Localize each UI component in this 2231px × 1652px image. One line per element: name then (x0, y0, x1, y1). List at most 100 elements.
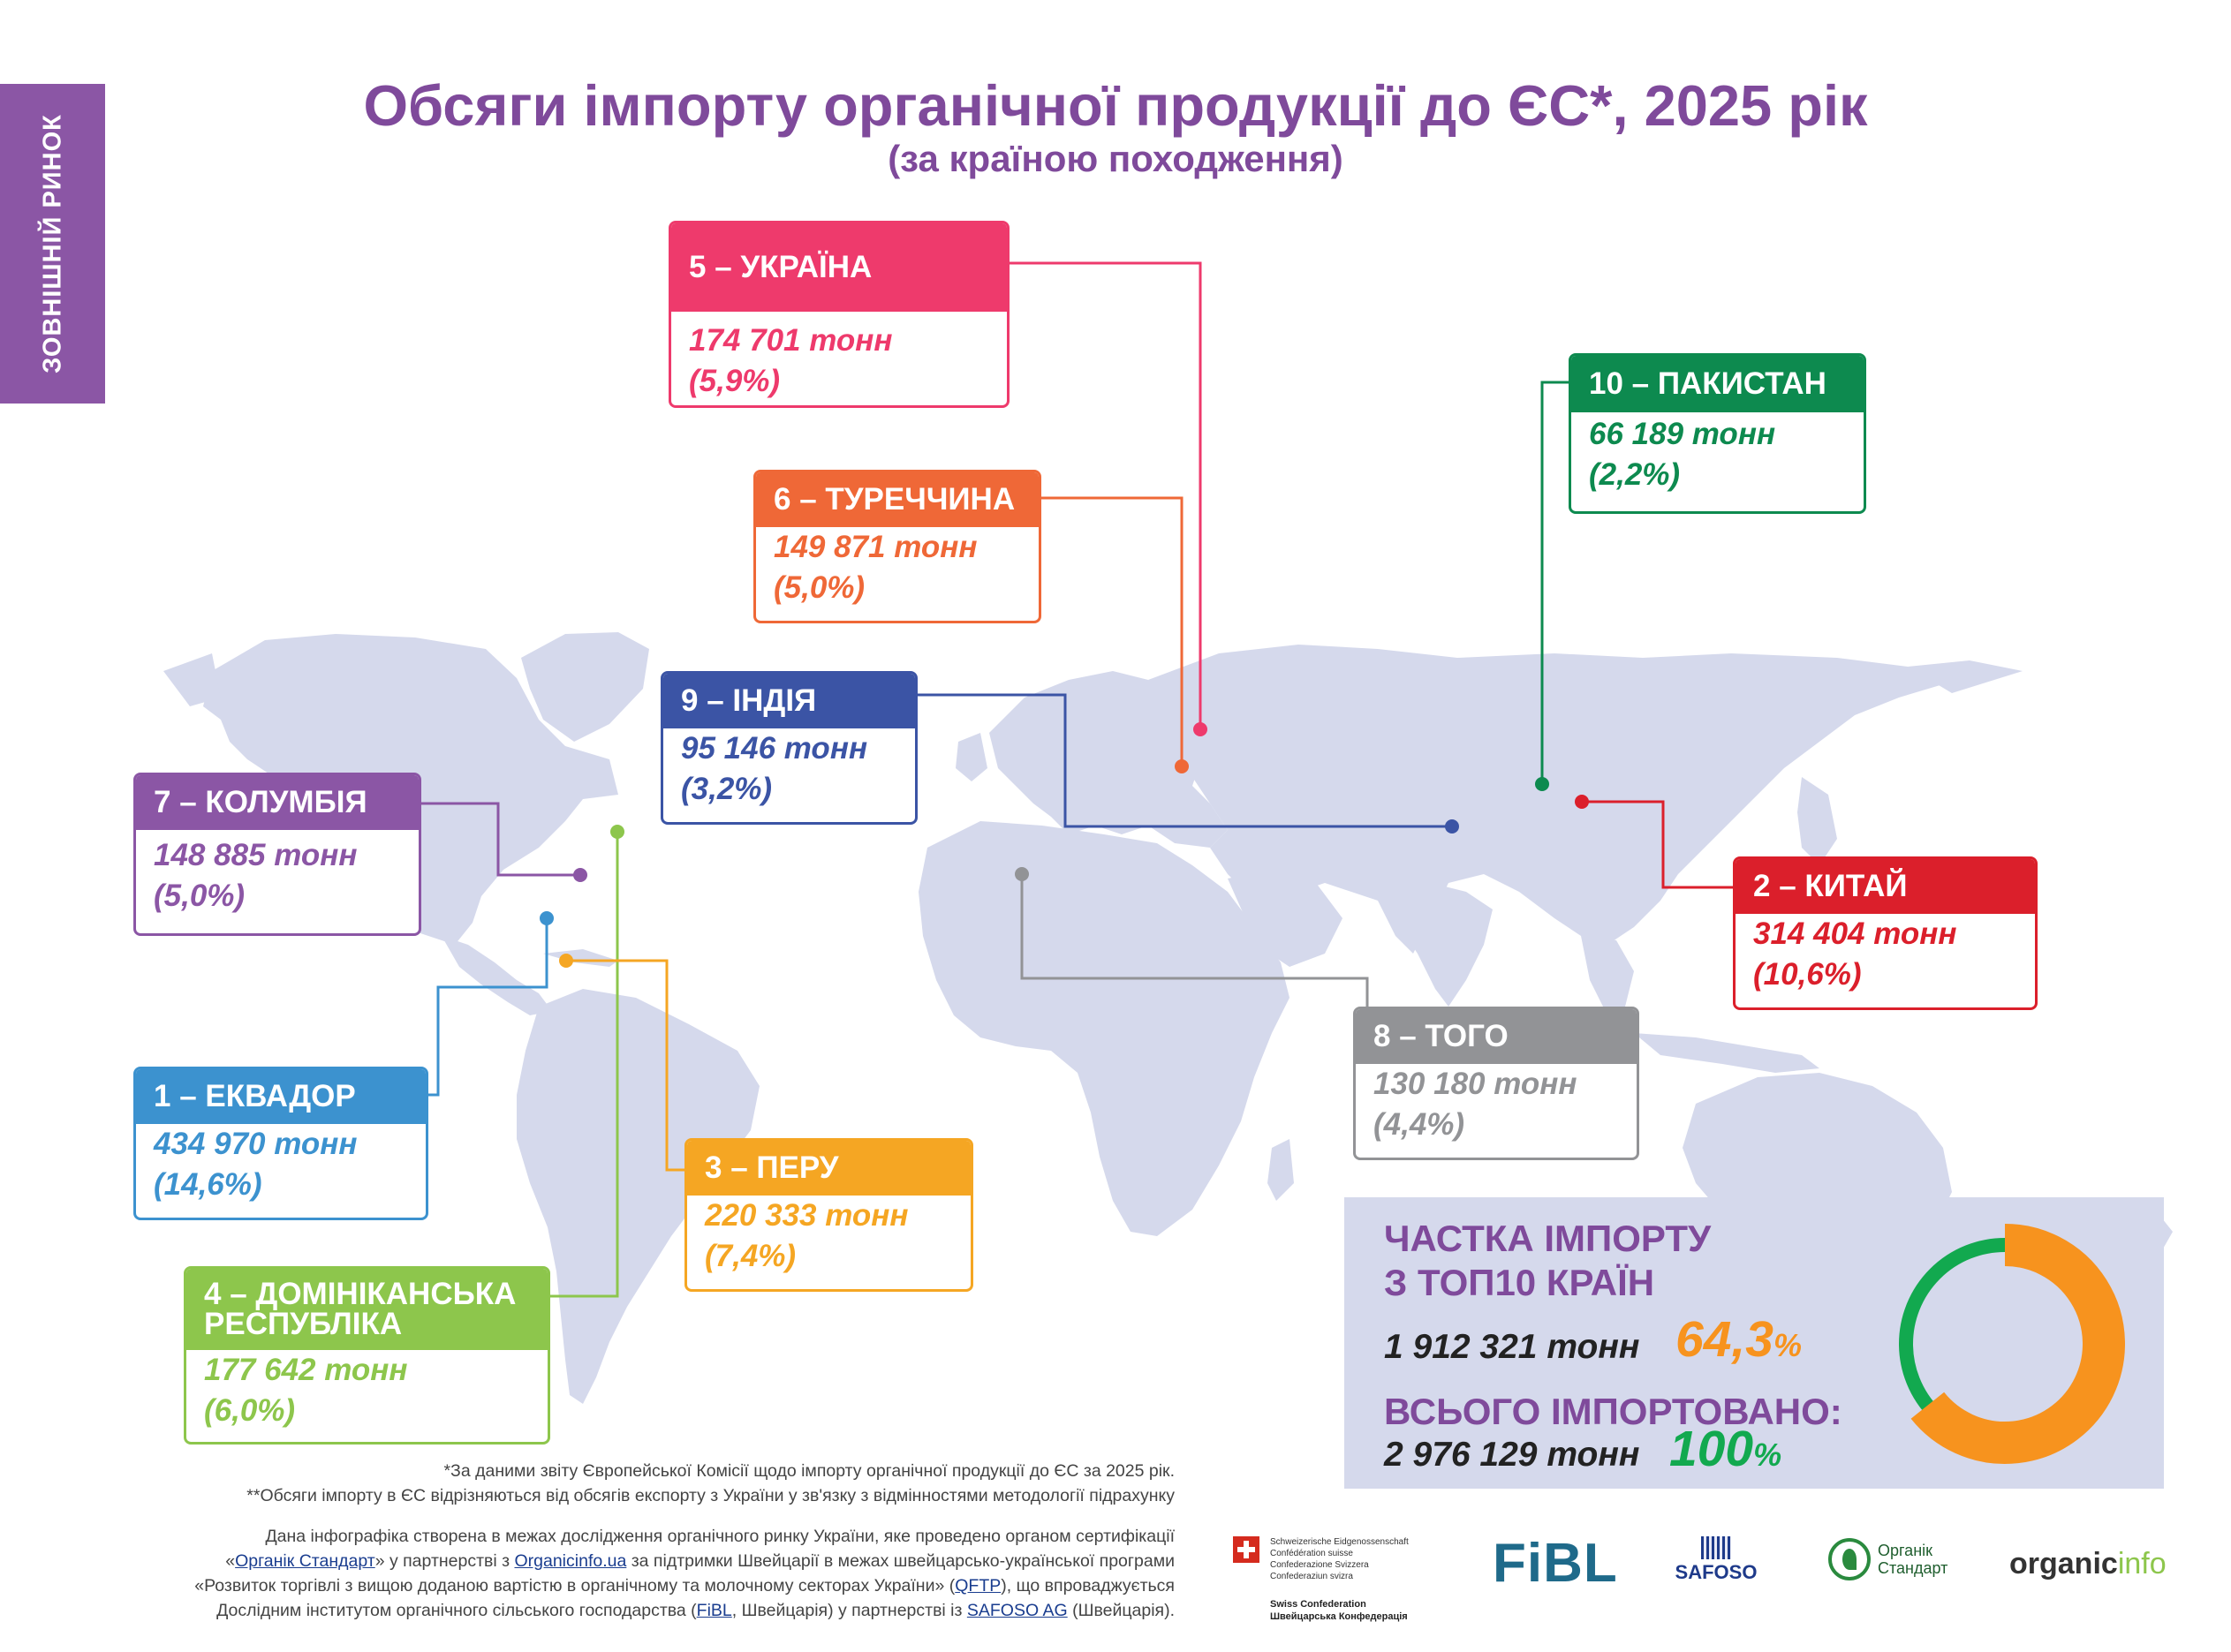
organicinfo-logo: organicinfo (2009, 1547, 2167, 1581)
footnotes: *За даними звіту Європейської Комісії що… (26, 1459, 1175, 1508)
country-share: (2,2%) (1589, 457, 1681, 492)
country-share: (6,0%) (204, 1393, 296, 1428)
country-share: (10,6%) (1753, 957, 1862, 992)
country-share: (7,4%) (705, 1239, 797, 1273)
share-donut-chart (1899, 1224, 2125, 1464)
organic-standard-line-1: Органік (1878, 1542, 1933, 1559)
country-tonnes: 174 701 тонн (689, 323, 893, 358)
donut-top10-arc (1910, 1224, 2125, 1464)
country-name: 4 – ДОМІНІКАНСЬКА РЕСПУБЛІКА (186, 1269, 548, 1350)
country-share: (4,4%) (1373, 1107, 1465, 1142)
organicinfo-text-a: organic (2009, 1547, 2118, 1580)
leader-colombia (421, 802, 580, 877)
link-organicinfo[interactable]: Organicinfo.ua (514, 1551, 627, 1571)
country-share: (3,2%) (681, 772, 773, 806)
country-tonnes: 148 885 тонн (154, 838, 358, 872)
country-name: 9 – ІНДІЯ (663, 674, 915, 728)
leader-lines (421, 261, 1736, 1298)
dot-peru (559, 954, 573, 968)
country-name-line2: РЕСПУБЛІКА (204, 1307, 403, 1341)
credits-line-3: «Розвиток торгівлі з вищою доданою варті… (194, 1576, 1175, 1595)
country-card-dominican: 4 – ДОМІНІКАНСЬКА РЕСПУБЛІКА 177 642 тон… (184, 1266, 550, 1445)
leader-pakistan (1540, 381, 1569, 784)
dot-china (1575, 795, 1589, 809)
swiss-line-4: Confederaziun svizra (1270, 1572, 1353, 1581)
leader-china (1582, 800, 1736, 889)
country-card-pakistan: 10 – ПАКИСТАН 66 189 тонн (2,2%) (1569, 353, 1866, 514)
link-fibl[interactable]: FiBL (696, 1601, 732, 1620)
swiss-flag-icon (1233, 1536, 1259, 1563)
credits-line-4: Дослідним інститутом органічного сільськ… (216, 1601, 1175, 1620)
country-card-turkey: 6 – ТУРЕЧЧИНА 149 871 тонн (5,0%) (753, 470, 1041, 623)
country-name: 1 – ЕКВАДОР (136, 1069, 426, 1124)
page-title: Обсяги імпорту органічної продукції до Є… (363, 73, 1868, 138)
fibl-logo: FiBL (1493, 1533, 1618, 1594)
country-card-china: 2 – КИТАЙ 314 404 тонн (10,6%) (1733, 856, 2038, 1010)
dot-ukraine (1193, 722, 1207, 736)
import-share-panel: ЧАСТКА ІМПОРТУ З ТОП10 КРАЇН 1 912 321 т… (1344, 1197, 2164, 1489)
side-tab: ЗОВНІШНІЙ РИНОК (0, 84, 105, 404)
country-card-ukraine: 5 – УКРАЇНА 174 701 тонн (5,9%) (669, 221, 1010, 408)
leader-dominican (550, 832, 619, 1298)
country-tonnes: 130 180 тонн (1373, 1067, 1577, 1101)
credits-line-1: Дана інфографіка створена в межах дослід… (265, 1527, 1175, 1546)
top10-tonnes: 1 912 321 тонн (1384, 1328, 1640, 1366)
country-name: 10 – ПАКИСТАН (1571, 356, 1864, 412)
country-share: (5,9%) (689, 364, 781, 398)
top10-heading-line1: ЧАСТКА ІМПОРТУ (1384, 1218, 1712, 1259)
location-dots (540, 722, 1589, 968)
country-share: (14,6%) (154, 1167, 262, 1202)
organic-standard-logo: Органік Стандарт (1828, 1535, 1952, 1588)
map-landmass (163, 632, 2173, 1404)
dot-turkey (1175, 759, 1189, 773)
credits: Дана інфографіка створена в межах дослід… (26, 1524, 1175, 1623)
safoso-logo: SAFOSO (1668, 1536, 1765, 1584)
page-subtitle: (за країною походження) (888, 138, 1343, 179)
country-tonnes: 314 404 тонн (1753, 917, 1957, 951)
country-name: 3 – ПЕРУ (687, 1141, 971, 1196)
country-name: 2 – КИТАЙ (1736, 859, 2035, 914)
top10-percent: 64,3% (1675, 1311, 1802, 1368)
country-name: 5 – УКРАЇНА (671, 223, 1007, 312)
country-share: (5,0%) (154, 879, 246, 913)
link-qftp[interactable]: QFTP (955, 1576, 1002, 1595)
country-tonnes: 177 642 тонн (204, 1353, 408, 1387)
country-card-india: 9 – ІНДІЯ 95 146 тонн (3,2%) (661, 671, 918, 825)
link-safoso[interactable]: SAFOSO AG (966, 1601, 1068, 1620)
total-tonnes: 2 976 129 тонн (1384, 1436, 1640, 1474)
country-card-togo: 8 – ТОГО 130 180 тонн (4,4%) (1353, 1007, 1639, 1160)
footnote-1: *За даними звіту Європейської Комісії що… (443, 1461, 1175, 1481)
swiss-confederation-logo: Schweizerische Eidgenossenschaft Confédé… (1233, 1536, 1436, 1625)
total-percent: 100% (1669, 1421, 1782, 1477)
organic-standard-line-2: Стандарт (1878, 1559, 1948, 1577)
leader-togo (1020, 874, 1369, 1007)
leader-peru (566, 959, 684, 1172)
safoso-text: SAFOSO (1675, 1561, 1758, 1583)
total-heading: ВСЬОГО ІМПОРТОВАНО: (1384, 1391, 1842, 1432)
country-card-peru: 3 – ПЕРУ 220 333 тонн (7,4%) (684, 1138, 973, 1292)
dot-togo (1015, 867, 1029, 881)
top10-heading-line2: З ТОП10 КРАЇН (1384, 1262, 1655, 1303)
dot-dominican (610, 825, 624, 839)
dot-india (1445, 819, 1459, 834)
leader-india (918, 693, 1452, 828)
leader-turkey (1041, 496, 1184, 766)
organicinfo-text-b: info (2117, 1547, 2167, 1580)
country-tonnes: 220 333 тонн (705, 1198, 909, 1233)
link-organic-standard[interactable]: Органік Стандарт (235, 1551, 375, 1571)
country-share: (5,0%) (774, 570, 866, 605)
credits-line-2: «Органік Стандарт» у партнерстві з Organ… (225, 1551, 1175, 1571)
country-card-ecuador: 1 – ЕКВАДОР 434 970 тонн (14,6%) (133, 1067, 428, 1220)
footnote-2: **Обсяги імпорту в ЄС відрізняються від … (246, 1486, 1175, 1505)
country-name-line1: 4 – ДОМІНІКАНСЬКА (204, 1277, 517, 1311)
country-name: 7 – КОЛУМБІЯ (136, 775, 419, 830)
country-tonnes: 95 146 тонн (681, 731, 868, 766)
country-card-colombia: 7 – КОЛУМБІЯ 148 885 тонн (5,0%) (133, 773, 421, 936)
leader-ukraine (1010, 261, 1202, 729)
swiss-line-1: Schweizerische Eidgenossenschaft (1270, 1537, 1409, 1547)
swiss-line-3: Confederazione Svizzera (1270, 1560, 1369, 1570)
country-name: 8 – ТОГО (1356, 1009, 1637, 1064)
swiss-ua: Швейцарська Конфедерація (1270, 1611, 1408, 1622)
dot-pakistan (1535, 777, 1549, 791)
